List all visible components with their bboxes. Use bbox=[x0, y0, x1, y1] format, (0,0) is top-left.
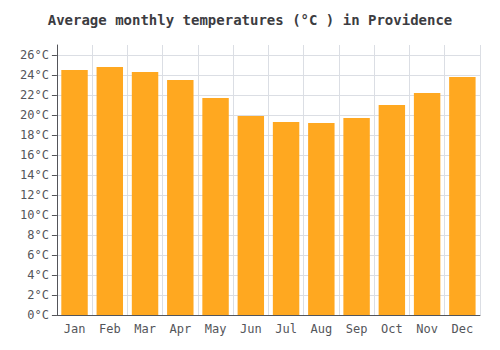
svg-text:0°C: 0°C bbox=[27, 308, 49, 322]
svg-text:Jun: Jun bbox=[240, 322, 262, 336]
svg-text:Mar: Mar bbox=[134, 322, 156, 336]
svg-text:6°C: 6°C bbox=[27, 248, 49, 262]
svg-text:Nov: Nov bbox=[416, 322, 438, 336]
svg-text:14°C: 14°C bbox=[20, 168, 49, 182]
svg-text:Jul: Jul bbox=[275, 322, 297, 336]
svg-text:26°C: 26°C bbox=[20, 48, 49, 62]
svg-text:18°C: 18°C bbox=[20, 128, 49, 142]
svg-text:16°C: 16°C bbox=[20, 148, 49, 162]
svg-text:Aug: Aug bbox=[310, 322, 332, 336]
svg-text:May: May bbox=[205, 322, 227, 336]
svg-text:Sep: Sep bbox=[346, 322, 368, 336]
svg-text:24°C: 24°C bbox=[20, 68, 49, 82]
svg-text:Apr: Apr bbox=[169, 322, 191, 336]
svg-text:Jan: Jan bbox=[64, 322, 86, 336]
svg-text:Feb: Feb bbox=[99, 322, 121, 336]
svg-text:Average monthly temperatures (: Average monthly temperatures (°C ) in Pr… bbox=[48, 12, 453, 28]
svg-text:8°C: 8°C bbox=[27, 228, 49, 242]
svg-text:2°C: 2°C bbox=[27, 288, 49, 302]
svg-text:Oct: Oct bbox=[381, 322, 403, 336]
svg-text:20°C: 20°C bbox=[20, 108, 49, 122]
svg-text:12°C: 12°C bbox=[20, 188, 49, 202]
svg-text:4°C: 4°C bbox=[27, 268, 49, 282]
svg-text:Dec: Dec bbox=[452, 322, 474, 336]
svg-text:22°C: 22°C bbox=[20, 88, 49, 102]
svg-text:10°C: 10°C bbox=[20, 208, 49, 222]
